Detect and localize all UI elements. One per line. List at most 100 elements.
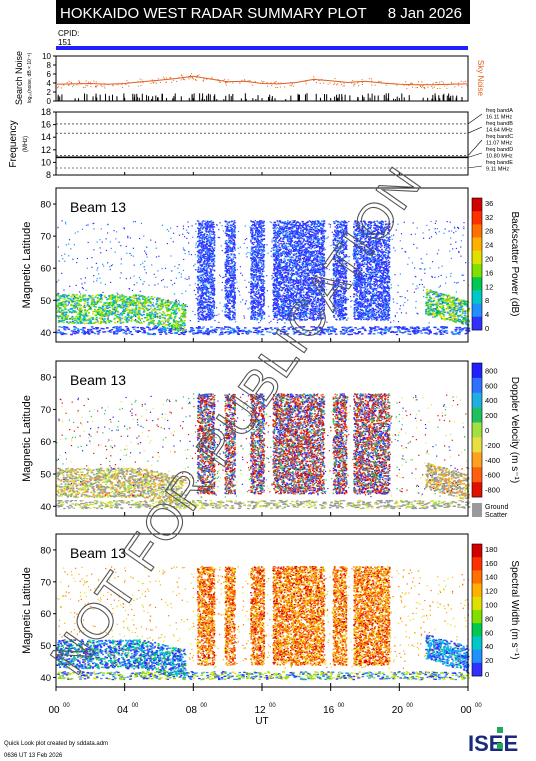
heatmap-cell [201,265,203,267]
heatmap-cell [63,326,67,329]
heatmap-cell [197,233,200,235]
heatmap-cell [441,308,444,310]
noise-ytick-label: 0 [47,97,52,106]
heatmap-cell [259,243,262,245]
heatmap-cell [202,227,204,229]
heatmap-cell [233,220,236,222]
heatmap-cell [226,229,228,231]
heatmap-cell [129,311,132,313]
heatmap-cell [154,328,158,330]
heatmap-cell [261,281,264,284]
noise-point [410,82,412,84]
heatmap-cell [91,331,95,334]
heatmap-cell [163,323,166,325]
heatmap-cell [448,313,451,316]
heatmap-cell [87,308,90,311]
heatmap-cell [137,308,140,310]
heatmap-cell [463,300,466,302]
noise-point [378,80,380,82]
heatmap-cell [148,322,151,324]
heatmap-cell [207,226,210,228]
heatmap-cell [147,296,150,298]
heatmap-cell [384,327,388,329]
heatmap-cell [207,291,210,293]
heatmap-cell [457,319,459,322]
heatmap-cell [262,262,265,264]
heatmap-cell [202,248,204,251]
heatmap-cell [118,304,121,306]
heatmap-cell [126,321,129,323]
heatmap-cell [148,323,151,325]
heatmap-cell [202,331,205,333]
heatmap-cell [62,321,65,324]
noise-ytick-label: 4 [47,79,52,88]
noise-point [451,82,453,84]
heatmap-cell [84,314,87,316]
noise-point [195,79,197,81]
heatmap-cell [203,233,206,235]
heatmap-cell [79,307,81,310]
heatmap-cell [152,305,155,307]
noise-point [378,81,380,83]
noise-baseline-mark [155,95,157,101]
heatmap-cell [137,297,140,299]
noise-baseline-mark [448,93,450,101]
heatmap-cell [128,309,131,311]
noise-baseline-mark [298,95,300,101]
heatmap-cell [150,315,153,317]
heatmap-cell [67,309,70,311]
heatmap-cell [425,296,428,299]
heatmap-cell [204,292,207,294]
heatmap-cell [61,304,64,306]
heatmap-cell [209,259,211,261]
noise-point [291,83,293,85]
heatmap-cell [198,316,201,318]
heatmap-cell [116,326,119,328]
heatmap-cell [178,317,181,319]
heatmap-cell [206,270,208,272]
noise-baseline-mark [374,95,376,101]
heatmap-cell [88,306,91,308]
heatmap-cell [181,321,184,323]
noise-point [82,86,84,88]
heatmap-cell [133,308,136,310]
heatmap-cell [132,328,136,330]
heatmap-cell [149,298,152,300]
heatmap-cell [165,324,168,326]
heatmap-cell [377,326,380,328]
heatmap-cell [67,328,71,330]
heatmap-cell [151,312,153,314]
heatmap-cell [167,301,169,303]
heatmap-cell [459,314,462,317]
heatmap-cell [201,296,203,298]
heatmap-cell [427,326,430,328]
heatmap-cell [212,247,214,250]
heatmap-cell [421,329,425,331]
heatmap-cell [226,265,228,267]
heatmap-cell [347,333,350,335]
heatmap-cell [205,264,208,267]
heatmap-cell [231,237,233,239]
heatmap-cell [130,301,133,303]
heatmap-cell [429,313,432,316]
heatmap-cell [212,303,214,305]
noise-baseline-mark [150,99,152,101]
heatmap-cell [446,300,449,303]
heatmap-cell [252,250,254,252]
heatmap-cell [258,293,260,295]
heatmap-cell [160,300,163,303]
heatmap-cell [228,272,230,274]
heatmap-cell [136,311,139,313]
heatmap-cell [247,330,251,332]
noise-baseline-mark [319,97,321,101]
heatmap-cell [198,222,200,224]
heatmap-cell [133,326,136,328]
heatmap-cell [261,279,263,281]
heatmap-cell [229,265,231,268]
heatmap-cell [199,297,202,299]
heatmap-cell [90,301,93,304]
noise-point [343,85,345,87]
heatmap-cell [212,289,214,291]
heatmap-cell [227,290,229,292]
heatmap-cell [208,307,210,309]
